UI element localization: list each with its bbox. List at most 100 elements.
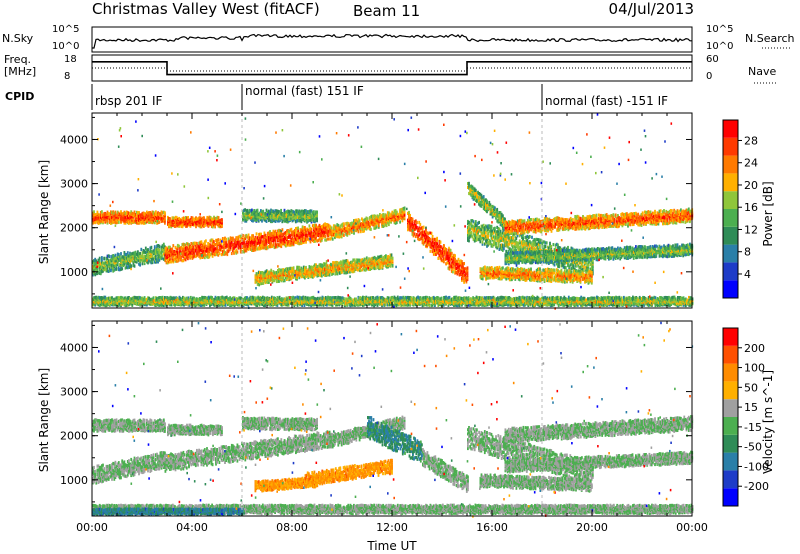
velocity-colorbar-swatch	[723, 488, 738, 506]
velocity-xtick-label: 20:00	[576, 521, 608, 534]
nsky-panel-frame	[92, 27, 692, 52]
power-band-1	[167, 216, 223, 229]
power-colorbar-tick-label: 8	[744, 246, 751, 259]
velocity-colorbar-swatch	[723, 453, 738, 471]
power-band-0	[92, 210, 166, 225]
velocity-colorbar-swatch	[723, 328, 738, 346]
power-colorbar-swatch	[723, 156, 738, 174]
velocity-xtick-label: 04:00	[176, 521, 208, 534]
velocity-band-11	[505, 415, 694, 444]
power-ytick-label: 2000	[60, 222, 88, 235]
beam-label: Beam 11	[353, 2, 420, 20]
freq-tick-bottom: 8	[64, 71, 70, 82]
velocity-colorbar-tick-label: -15	[744, 421, 762, 434]
velocity-band-0	[92, 418, 166, 433]
power-colorbar-tick-label: 16	[744, 201, 758, 214]
velocity-xtick-label: 16:00	[476, 521, 508, 534]
nsky-tick-bottom: 10^0	[52, 41, 79, 52]
power-colorbar-swatch	[723, 227, 738, 245]
velocity-colorbar-swatch	[723, 364, 738, 382]
freq-tick-top: 18	[64, 54, 77, 65]
power-colorbar-swatch	[723, 173, 738, 191]
velocity-colorbar-label: Velocity [m s^-1]	[761, 370, 775, 474]
power-band-2	[242, 208, 318, 224]
power-colorbar-tick-label: 24	[744, 157, 758, 170]
velocity-colorbar-tick-label: -200	[744, 480, 769, 493]
velocity-xtick-label: 12:00	[376, 521, 408, 534]
power-band-4	[165, 222, 331, 264]
velocity-heatmap	[92, 322, 693, 518]
power-colorbar: 4 8 12 16 20 24 28	[723, 120, 758, 298]
velocity-colorbar-swatch	[723, 435, 738, 453]
velocity-band-2	[242, 416, 318, 432]
power-colorbar-swatch	[723, 245, 738, 263]
velocity-band-9	[422, 448, 469, 493]
nsky-series	[92, 35, 692, 49]
velocity-ylabel: Slant Range [km]	[37, 368, 51, 472]
nsky-label: N.Sky	[2, 32, 34, 45]
velocity-ytick-label: 3000	[60, 386, 88, 399]
power-band-3	[92, 243, 166, 277]
velocity-xtick-label: 00:00	[76, 521, 108, 534]
power-colorbar-swatch	[723, 120, 738, 138]
power-colorbar-swatch	[723, 191, 738, 209]
velocity-band-1	[167, 424, 223, 437]
nave-series	[92, 68, 692, 71]
power-colorbar-swatch	[723, 280, 738, 298]
power-colorbar-tick-label: 4	[744, 268, 751, 281]
velocity-colorbar-swatch	[723, 417, 738, 435]
velocity-colorbar-swatch	[723, 470, 738, 488]
power-band-7	[407, 211, 468, 284]
power-heatmap	[92, 113, 693, 309]
velocity-band-7	[255, 476, 319, 492]
cpid-segment-rbsp: rbsp 201 IF	[95, 94, 162, 108]
power-colorbar-tick-label: 12	[744, 223, 758, 236]
power-ylabel: Slant Range [km]	[37, 160, 51, 264]
power-colorbar-swatch	[723, 262, 738, 280]
nsearch-tick-top: 10^5	[706, 24, 733, 35]
velocity-colorbar-swatch	[723, 381, 738, 399]
nave-tick-bottom: 0	[706, 71, 712, 82]
power-band-13	[92, 296, 693, 308]
power-colorbar-swatch	[723, 209, 738, 227]
velocity-colorbar-tick-label: 50	[744, 381, 758, 394]
nsky-tick-top: 10^5	[52, 24, 79, 35]
station-title: Christmas Valley West (fitACF)	[92, 0, 320, 18]
velocity-colorbar-swatch	[723, 399, 738, 417]
velocity-panel-frame	[92, 321, 692, 516]
power-ytick-label: 1000	[60, 266, 88, 279]
velocity-ytick-label: 1000	[60, 474, 88, 487]
power-band-6	[255, 253, 394, 286]
power-colorbar-tick-label: 28	[744, 134, 758, 147]
power-ytick-label: 3000	[60, 178, 88, 191]
cpid-segment-normal-151: normal (fast) 151 IF	[245, 84, 364, 98]
velocity-xtick-label: 00:00	[676, 521, 708, 534]
velocity-ytick-label: 2000	[60, 430, 88, 443]
power-colorbar-label: Power [dB]	[761, 181, 775, 246]
nave-label: Nave	[748, 65, 776, 78]
power-colorbar-swatch	[723, 138, 738, 156]
power-colorbar-tick-label: 20	[744, 179, 758, 192]
x-axis-label: Time UT	[366, 539, 417, 553]
power-ytick-label: 4000	[60, 133, 88, 146]
cpid-segment-normal-neg151: normal (fast) -151 IF	[545, 94, 668, 108]
velocity-colorbar-tick-label: 15	[744, 401, 758, 414]
power-band-10	[505, 208, 694, 236]
power-panel-frame	[92, 113, 692, 308]
velocity-xtick-label: 08:00	[276, 521, 308, 534]
velocity-ytick-label: 4000	[60, 341, 88, 354]
velocity-band-4	[165, 430, 331, 473]
nave-tick-top: 60	[706, 54, 719, 65]
cpid-label: CPID	[5, 90, 34, 103]
power-band-5	[330, 207, 406, 241]
velocity-colorbar-swatch	[723, 346, 738, 364]
freq-label-line2: [MHz]	[4, 65, 36, 78]
nsearch-tick-bottom: 10^0	[706, 41, 733, 52]
power-band-12	[480, 266, 593, 285]
velocity-colorbar-tick-label: 200	[744, 342, 765, 355]
date-label: 04/Jul/2013	[609, 0, 694, 18]
nsearch-label: N.Search	[745, 32, 795, 45]
velocity-colorbar-tick-label: -50	[744, 441, 762, 454]
velocity-band-3	[92, 451, 166, 485]
